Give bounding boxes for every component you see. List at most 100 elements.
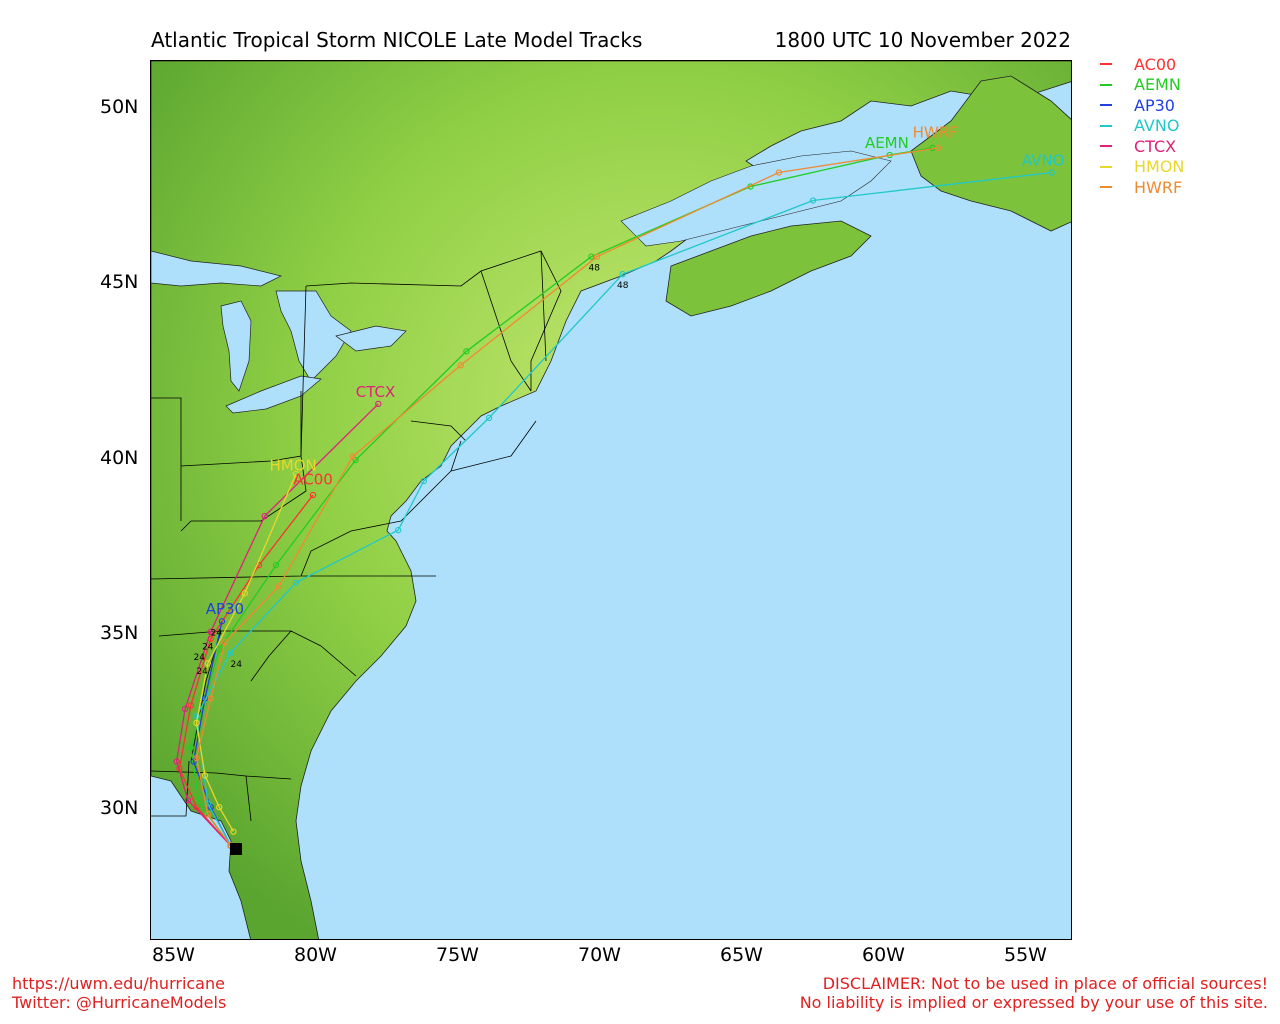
track-point [193, 719, 200, 727]
land-newfoundland [910, 75, 1071, 232]
lon-label-85w: 85W [152, 944, 195, 966]
track-point [204, 810, 211, 818]
lon-label-65w: 65W [720, 944, 763, 966]
track-end-label: AC00 [293, 471, 333, 489]
track-point [196, 800, 203, 807]
lon-label-70w: 70W [578, 944, 621, 966]
forecast-hour-label: 24 [196, 667, 208, 677]
legend-label: HMON [1134, 157, 1185, 177]
track-point [261, 512, 268, 520]
track-point [173, 758, 180, 765]
legend-label: AP30 [1134, 95, 1175, 115]
legend-item-ap30: AP30 [1100, 95, 1184, 116]
lat-label-40n: 40N [100, 447, 139, 469]
land-nova-scotia [665, 220, 872, 317]
track-point [227, 649, 234, 656]
track-point [457, 362, 464, 369]
legend-item-hmon: HMON [1100, 157, 1184, 178]
track-point [241, 590, 248, 597]
track-end-label: AVNO [1022, 152, 1065, 170]
lake-huron [275, 290, 352, 382]
track-point [207, 628, 214, 635]
legend-label: CTCX [1134, 136, 1177, 156]
gulf-st-lawrence [620, 150, 892, 247]
forecast-hour-label: 24 [202, 642, 214, 652]
lon-label-75w: 75W [436, 944, 479, 966]
track-line [195, 147, 939, 846]
disclaimer-line-1: DISCLAIMER: Not to be used in place of o… [822, 974, 1268, 993]
track-point [775, 169, 783, 176]
legend-swatch [1100, 186, 1112, 189]
track-point [309, 491, 317, 499]
disclaimer: DISCLAIMER: Not to be used in place of o… [800, 974, 1268, 1012]
track-point [292, 579, 300, 586]
track-point [193, 754, 200, 762]
track-point [187, 702, 194, 709]
legend-item-avno: AVNO [1100, 116, 1184, 137]
track-point [375, 400, 382, 408]
lake-michigan [220, 300, 252, 392]
track-point [463, 348, 470, 355]
legend-swatch [1100, 63, 1112, 66]
storm-position-marker [230, 843, 242, 855]
disclaimer-line-2: No liability is implied or expressed by … [799, 993, 1268, 1012]
track-line [190, 147, 933, 846]
track-point [420, 477, 427, 485]
legend-item-hwrf: HWRF [1100, 177, 1184, 198]
track-point [1048, 169, 1055, 176]
twitter-handle: Twitter: @HurricaneModels [12, 993, 227, 1012]
lon-label-55w: 55W [1004, 944, 1047, 966]
track-map: HWRFAEMNAVNOCTCXHMONAC00AP30484824242424… [151, 61, 1071, 939]
track-end-label: AEMN [865, 134, 909, 152]
legend-swatch [1100, 104, 1112, 107]
track-point [207, 695, 214, 702]
forecast-hour-label: 48 [617, 281, 629, 291]
legend-label: AVNO [1134, 116, 1180, 136]
track-point [218, 618, 226, 625]
lat-label-35n: 35N [100, 622, 139, 644]
track-hmon [193, 470, 300, 835]
track-point [809, 197, 817, 204]
track-point [216, 803, 223, 811]
lat-label-50n: 50N [100, 96, 139, 118]
track-point [230, 828, 237, 835]
state-borders [151, 250, 562, 822]
lat-label-30n: 30N [100, 797, 139, 819]
footer-links: https://uwm.edu/hurricane Twitter: @Hurr… [12, 974, 226, 1012]
forecast-hour-label: 24 [194, 653, 206, 663]
track-point [593, 253, 601, 260]
forecast-hour-label: 24 [211, 628, 223, 638]
track-aemn [187, 144, 936, 849]
model-legend: AC00 AEMN AP30 AVNO CTCX HMON HWRF [1100, 54, 1184, 198]
forecast-hour-label: 48 [588, 264, 600, 274]
track-point [934, 144, 942, 152]
track-line [195, 473, 297, 832]
forecast-hour-label: 24 [230, 660, 242, 670]
map-panel: HWRF AEMN AVNO CTCX HMON AC00 AP30 48 48 24 24 24 24… [150, 60, 1072, 940]
track-point [204, 660, 211, 667]
track-line [175, 403, 379, 847]
track-end-label: HWRF [913, 123, 958, 141]
track-point [216, 646, 223, 653]
legend-swatch [1100, 145, 1112, 148]
website-link[interactable]: https://uwm.edu/hurricane [12, 974, 225, 993]
track-end-label: HMON [269, 457, 316, 475]
track-point [184, 796, 192, 804]
legend-item-ac00: AC00 [1100, 54, 1184, 75]
lake-erie [225, 375, 322, 414]
legend-item-ctcx: CTCX [1100, 136, 1184, 157]
track-point [201, 772, 209, 779]
lat-label-45n: 45N [100, 271, 139, 293]
legend-label: HWRF [1134, 177, 1183, 197]
track-point [221, 639, 229, 646]
land-mainland [151, 61, 1071, 939]
track-line [178, 494, 314, 847]
track-point [395, 526, 402, 534]
legend-swatch [1100, 83, 1112, 86]
legend-label: AEMN [1134, 75, 1181, 95]
forecast-time: 1800 UTC 10 November 2022 [774, 28, 1071, 52]
track-end-label: CTCX [356, 383, 396, 401]
legend-swatch [1100, 165, 1112, 168]
track-point [187, 744, 194, 751]
legend-label: AC00 [1134, 54, 1177, 74]
